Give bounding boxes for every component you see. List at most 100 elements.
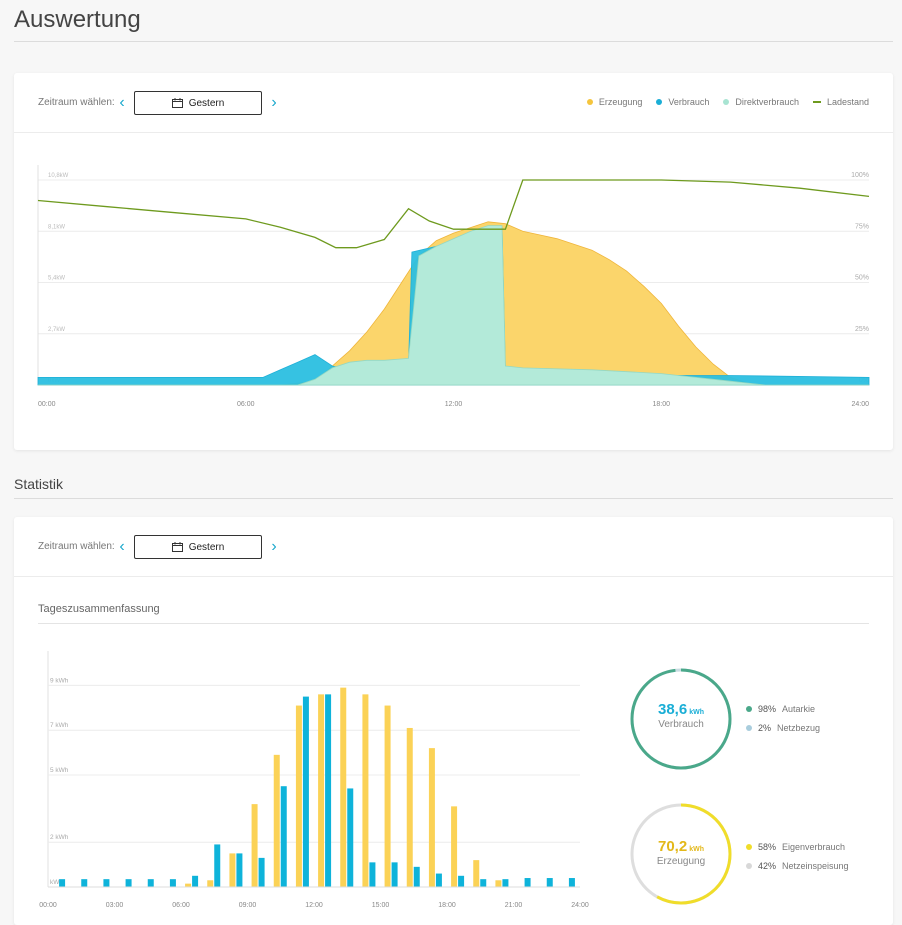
period-toolbar: Zeitraum wählen: ‹ Gestern › Erzeugung V…: [14, 73, 893, 133]
netzeinspeisung-item: 42% Netzeinspeisung: [746, 856, 849, 875]
bar-verbrauch: [147, 879, 154, 887]
bar-verbrauch: [59, 879, 66, 887]
verbrauch-ring-gauge: [630, 668, 732, 770]
x-tick-label: 24:00: [851, 401, 869, 408]
y-tick-label: 7 kWh: [50, 722, 69, 729]
bar-erzeugung: [251, 804, 258, 887]
x-tick-label: 12:00: [445, 401, 463, 408]
erzeugung-value: 70,2: [658, 838, 688, 855]
daily-summary-title: Tageszusammenfassung: [38, 603, 160, 615]
chevron-left-icon[interactable]: ‹: [119, 94, 125, 111]
bar-verbrauch: [391, 862, 398, 887]
chart-legend: Erzeugung Verbrauch Direktverbrauch Lade…: [586, 97, 869, 107]
bar-verbrauch: [302, 696, 309, 887]
netzbezug-item: 2% Netzbezug: [746, 718, 820, 737]
erzeugung-unit: kWh: [689, 846, 704, 853]
eigenverbrauch-item: 58% Eigenverbrauch: [746, 837, 849, 856]
legend-item-direktverbrauch[interactable]: Direktverbrauch: [723, 97, 799, 107]
erzeugung-label: Erzeugung: [656, 856, 706, 867]
verbrauch-label: Verbrauch: [658, 719, 704, 730]
erzeugung-legend: 58% Eigenverbrauch 42% Netzeinspeisung: [746, 837, 849, 875]
bar-verbrauch: [524, 878, 531, 887]
x-tick-label: 18:00: [652, 401, 670, 408]
bar-verbrauch: [192, 875, 199, 887]
period-value: Gestern: [188, 541, 225, 553]
period-label: Zeitraum wählen:: [38, 541, 115, 552]
bar-verbrauch: [214, 844, 221, 887]
x-tick-label: 09:00: [239, 902, 257, 909]
legend-item-erzeugung[interactable]: Erzeugung: [586, 97, 642, 107]
legend-dot-icon: [723, 99, 730, 105]
erzeugung-ring: 70,2 kWh Erzeugung: [629, 802, 733, 906]
x-tick-label: 00:00: [39, 902, 57, 909]
bar-erzeugung: [451, 806, 458, 887]
y-tick-label: 5 kWh: [50, 767, 69, 774]
section-divider: [14, 498, 893, 499]
legend-dot-icon: [746, 862, 752, 869]
bar-erzeugung: [207, 880, 214, 887]
x-tick-label: 06:00: [172, 902, 190, 909]
y-tick-label: 2 kWh: [50, 834, 69, 841]
bar-erzeugung: [340, 687, 347, 887]
y-right-tick-label: 100%: [851, 172, 869, 179]
bar-verbrauch: [502, 879, 509, 887]
chevron-left-icon[interactable]: ‹: [119, 538, 125, 555]
legend-dot-icon: [586, 99, 593, 105]
evaluation-card: Zeitraum wählen: ‹ Gestern › Erzeugung V…: [14, 73, 893, 450]
bar-verbrauch: [546, 878, 553, 887]
y-tick-label: kWh: [50, 879, 63, 886]
verbrauch-value: 38,6: [658, 701, 688, 718]
y-left-tick-label: 5,4kW: [48, 276, 65, 282]
bar-erzeugung: [473, 860, 480, 887]
bar-verbrauch: [169, 879, 176, 887]
x-tick-label: 21:00: [505, 902, 523, 909]
bar-verbrauch: [258, 857, 265, 887]
bar-verbrauch: [458, 875, 465, 887]
legend-item-ladestand[interactable]: Ladestand: [812, 97, 869, 107]
x-tick-label: 24:00: [571, 902, 589, 909]
legend-dot-icon: [746, 724, 752, 731]
period-select-button[interactable]: Gestern: [134, 535, 262, 559]
y-left-tick-label: 8,1kW: [48, 224, 65, 230]
verbrauch-ring: 38,6 kWh Verbrauch: [629, 667, 733, 771]
calendar-icon: [171, 98, 183, 108]
title-divider: [14, 41, 893, 42]
y-left-tick-label: 2,7kW: [48, 327, 65, 333]
bar-verbrauch: [81, 879, 88, 887]
bar-verbrauch: [280, 786, 287, 887]
bar-verbrauch: [347, 788, 354, 887]
bar-erzeugung: [495, 880, 502, 887]
bar-erzeugung: [185, 883, 192, 887]
bar-verbrauch: [480, 879, 487, 887]
bar-verbrauch: [103, 879, 110, 887]
page-title: Auswertung: [14, 6, 141, 33]
bar-erzeugung: [362, 694, 369, 887]
autarkie-item: 98% Autarkie: [746, 699, 820, 718]
x-tick-label: 03:00: [106, 902, 124, 909]
x-tick-label: 00:00: [38, 401, 56, 408]
x-tick-label: 12:00: [305, 902, 323, 909]
bar-erzeugung: [406, 727, 413, 887]
y-right-tick-label: 75%: [855, 223, 869, 230]
bar-verbrauch: [236, 853, 243, 887]
subtitle-divider: [38, 623, 869, 624]
bar-erzeugung: [273, 754, 280, 887]
x-tick-label: 15:00: [372, 902, 390, 909]
period-select-button[interactable]: Gestern: [134, 91, 262, 115]
series-line-ladestand: [37, 179, 870, 249]
bar-erzeugung: [229, 853, 236, 887]
erzeugung-ring-gauge: [630, 803, 732, 905]
bar-erzeugung: [295, 705, 302, 887]
bar-verbrauch: [568, 878, 575, 887]
series-area-direktverbrauch: [38, 225, 869, 386]
chevron-right-icon[interactable]: ›: [271, 94, 277, 111]
x-tick-label: 18:00: [438, 902, 456, 909]
legend-item-verbrauch[interactable]: Verbrauch: [656, 97, 709, 107]
section-title-statistik: Statistik: [14, 476, 64, 492]
chevron-right-icon[interactable]: ›: [271, 538, 277, 555]
bar-verbrauch: [435, 873, 442, 887]
bar-verbrauch: [413, 866, 420, 887]
statistics-card: Zeitraum wählen: ‹ Gestern › Tageszusamm…: [14, 517, 893, 925]
energy-area-chart: 10,8kW8,1kW5,4kW2,7kW0kW100%75%50%25%0%0…: [37, 165, 870, 408]
legend-line-icon: [812, 101, 821, 103]
